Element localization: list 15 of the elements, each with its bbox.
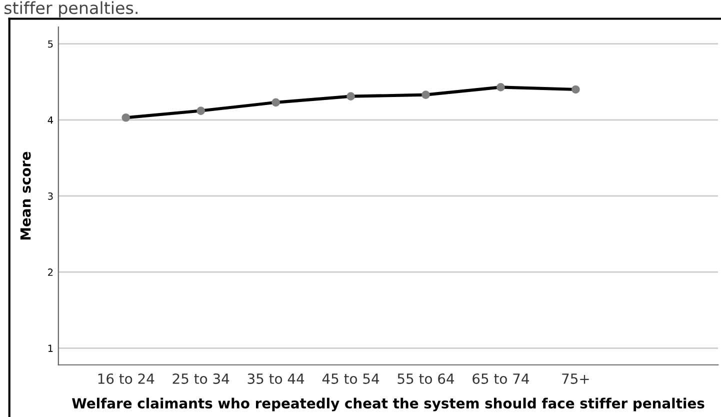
y-axis-title: Mean score	[20, 152, 31, 240]
x-tick-label: 65 to 74	[472, 373, 529, 384]
y-tick-label: 4	[48, 116, 53, 124]
x-tick-label: 45 to 54	[322, 374, 380, 384]
x-axis-title: Welfare claimants who repeatedly cheat the system should face stiffer penalties	[72, 398, 704, 412]
chart-title: stiffer penalties.	[4, 1, 138, 18]
y-tick-label: 5	[48, 40, 53, 48]
x-tick-label: 16 to 24	[98, 373, 154, 384]
x-tick-label: 25 to 34	[172, 373, 230, 384]
y-tick-label: 1	[48, 344, 53, 352]
x-tick-label: 75+	[562, 374, 589, 384]
y-tick-label: 2	[48, 268, 53, 276]
x-tick-label: 55 to 64	[398, 373, 454, 384]
x-tick-label: 35 to 44	[248, 373, 304, 384]
y-tick-label: 3	[48, 192, 53, 200]
